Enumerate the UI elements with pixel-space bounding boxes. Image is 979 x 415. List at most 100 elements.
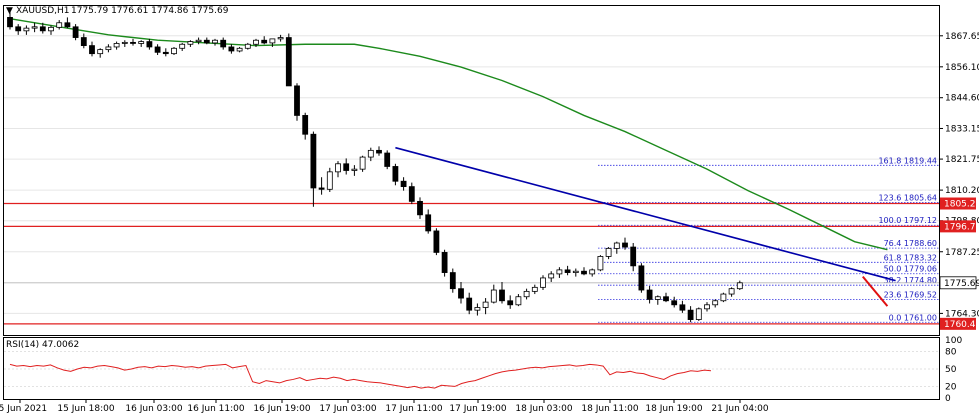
candle-body xyxy=(23,27,30,32)
candle-body xyxy=(449,272,456,290)
candle-body xyxy=(72,26,79,38)
y-tick-label: 1856.10 xyxy=(945,63,979,73)
candle-body xyxy=(326,171,333,190)
candle-body xyxy=(253,39,259,45)
candle-body xyxy=(384,152,391,167)
candle-body xyxy=(392,166,399,182)
candle-body xyxy=(712,300,719,306)
header-arrow-icon: ▼ xyxy=(6,6,13,16)
candle-body xyxy=(736,282,743,290)
x-tick-label: 15 Jun 18:00 xyxy=(57,404,114,414)
rsi-line xyxy=(9,363,712,389)
candle-body xyxy=(564,269,571,273)
candle-body xyxy=(228,46,235,52)
candle-body xyxy=(359,156,366,170)
bearish-arrow xyxy=(862,275,889,307)
candle-body xyxy=(531,286,538,292)
candle-body xyxy=(56,22,63,28)
candle-body xyxy=(162,51,169,55)
rsi-tick-label: 20 xyxy=(945,382,957,392)
candle-body xyxy=(7,17,13,28)
candle-body xyxy=(285,37,292,87)
candle-body xyxy=(261,39,268,44)
candle-body xyxy=(212,39,218,44)
candle-body xyxy=(408,186,415,202)
level-tag-label: 1796.70 xyxy=(944,222,979,232)
rsi-tick-label: 0 xyxy=(945,394,951,404)
y-tick-label: 1821.75 xyxy=(945,155,979,165)
fib-level-label: 123.6 1805.64 xyxy=(878,193,937,202)
x-tick-label: 21 Jun 04:00 xyxy=(711,404,768,414)
fib-level-label: 61.8 1783.32 xyxy=(884,253,937,262)
candle-body xyxy=(466,297,473,311)
rsi-tick-label: 80 xyxy=(945,348,957,358)
candle-body xyxy=(203,39,210,44)
candle-body xyxy=(39,26,46,32)
main-pane-frame xyxy=(3,5,940,336)
x-tick-label: 15 Jun 2021 xyxy=(0,404,47,414)
y-tick-label: 1764.30 xyxy=(945,309,979,319)
candle-body xyxy=(474,307,481,311)
candle-body xyxy=(236,47,243,52)
candle-body xyxy=(351,168,358,171)
rsi-label: RSI(14) 47.0062 xyxy=(6,340,79,350)
rsi-tick-label: 50 xyxy=(945,365,957,375)
candle-body xyxy=(515,296,522,306)
x-tick-label: 16 Jun 19:00 xyxy=(253,404,310,414)
candle-body xyxy=(269,38,276,44)
candle-body xyxy=(138,41,145,44)
candle-body xyxy=(105,46,112,51)
fib-level-label: 100.0 1797.12 xyxy=(878,216,937,225)
candle-body xyxy=(622,242,628,248)
x-tick-label: 17 Jun 19:00 xyxy=(449,404,506,414)
level-tag xyxy=(940,197,976,210)
candle-body xyxy=(64,22,71,28)
fib-level-label: 161.8 1819.44 xyxy=(878,156,937,165)
x-tick-label: 16 Jun 11:00 xyxy=(187,404,244,414)
candle-body xyxy=(458,288,464,299)
candle-body xyxy=(48,26,54,32)
ohlc-values: 1775.79 1776.61 1774.86 1775.69 xyxy=(71,6,229,16)
candle-body xyxy=(343,163,350,171)
x-tick-label: 18 Jun 11:00 xyxy=(581,404,638,414)
candle-body xyxy=(548,273,555,279)
fib-level-label: 38.2 1774.80 xyxy=(884,276,937,285)
fib-level-label: 0.0 1761.00 xyxy=(889,313,937,322)
candle-body xyxy=(113,43,120,48)
level-tag-label: 1805.21 xyxy=(944,200,979,210)
candle-body xyxy=(695,308,702,320)
candle-body xyxy=(220,39,227,48)
level-tag xyxy=(940,220,976,233)
candle-body xyxy=(244,43,251,49)
candle-body xyxy=(179,43,186,49)
candle-body xyxy=(130,41,136,44)
x-tick-label: 17 Jun 03:00 xyxy=(319,404,376,414)
candle-body xyxy=(146,41,153,48)
candle-body xyxy=(80,37,87,47)
candle-body xyxy=(589,269,596,275)
candle-body xyxy=(441,252,448,273)
candle-body xyxy=(523,290,530,298)
y-tick-label: 1787.25 xyxy=(945,248,979,258)
candle-body xyxy=(638,265,645,291)
candle-body xyxy=(556,269,563,275)
candle-body xyxy=(417,200,423,216)
x-tick-label: 18 Jun 03:00 xyxy=(515,404,572,414)
trendline[interactable] xyxy=(395,146,896,282)
y-tick-label: 1810.20 xyxy=(945,186,979,196)
moving-average-line xyxy=(9,18,888,251)
candle-body xyxy=(335,163,341,173)
candle-body xyxy=(154,46,161,53)
candle-body xyxy=(572,270,579,273)
candle-body xyxy=(679,304,686,311)
candle-body xyxy=(376,149,382,154)
candle-body xyxy=(31,26,38,29)
fib-level-label: 23.6 1769.52 xyxy=(884,290,937,299)
fib-level-label: 76.4 1788.60 xyxy=(884,239,937,248)
current-price-tag xyxy=(939,276,977,290)
candle-body xyxy=(507,300,514,306)
candle-body xyxy=(15,26,22,32)
candle-body xyxy=(425,214,432,232)
rsi-tick-label: 100 xyxy=(945,336,962,346)
